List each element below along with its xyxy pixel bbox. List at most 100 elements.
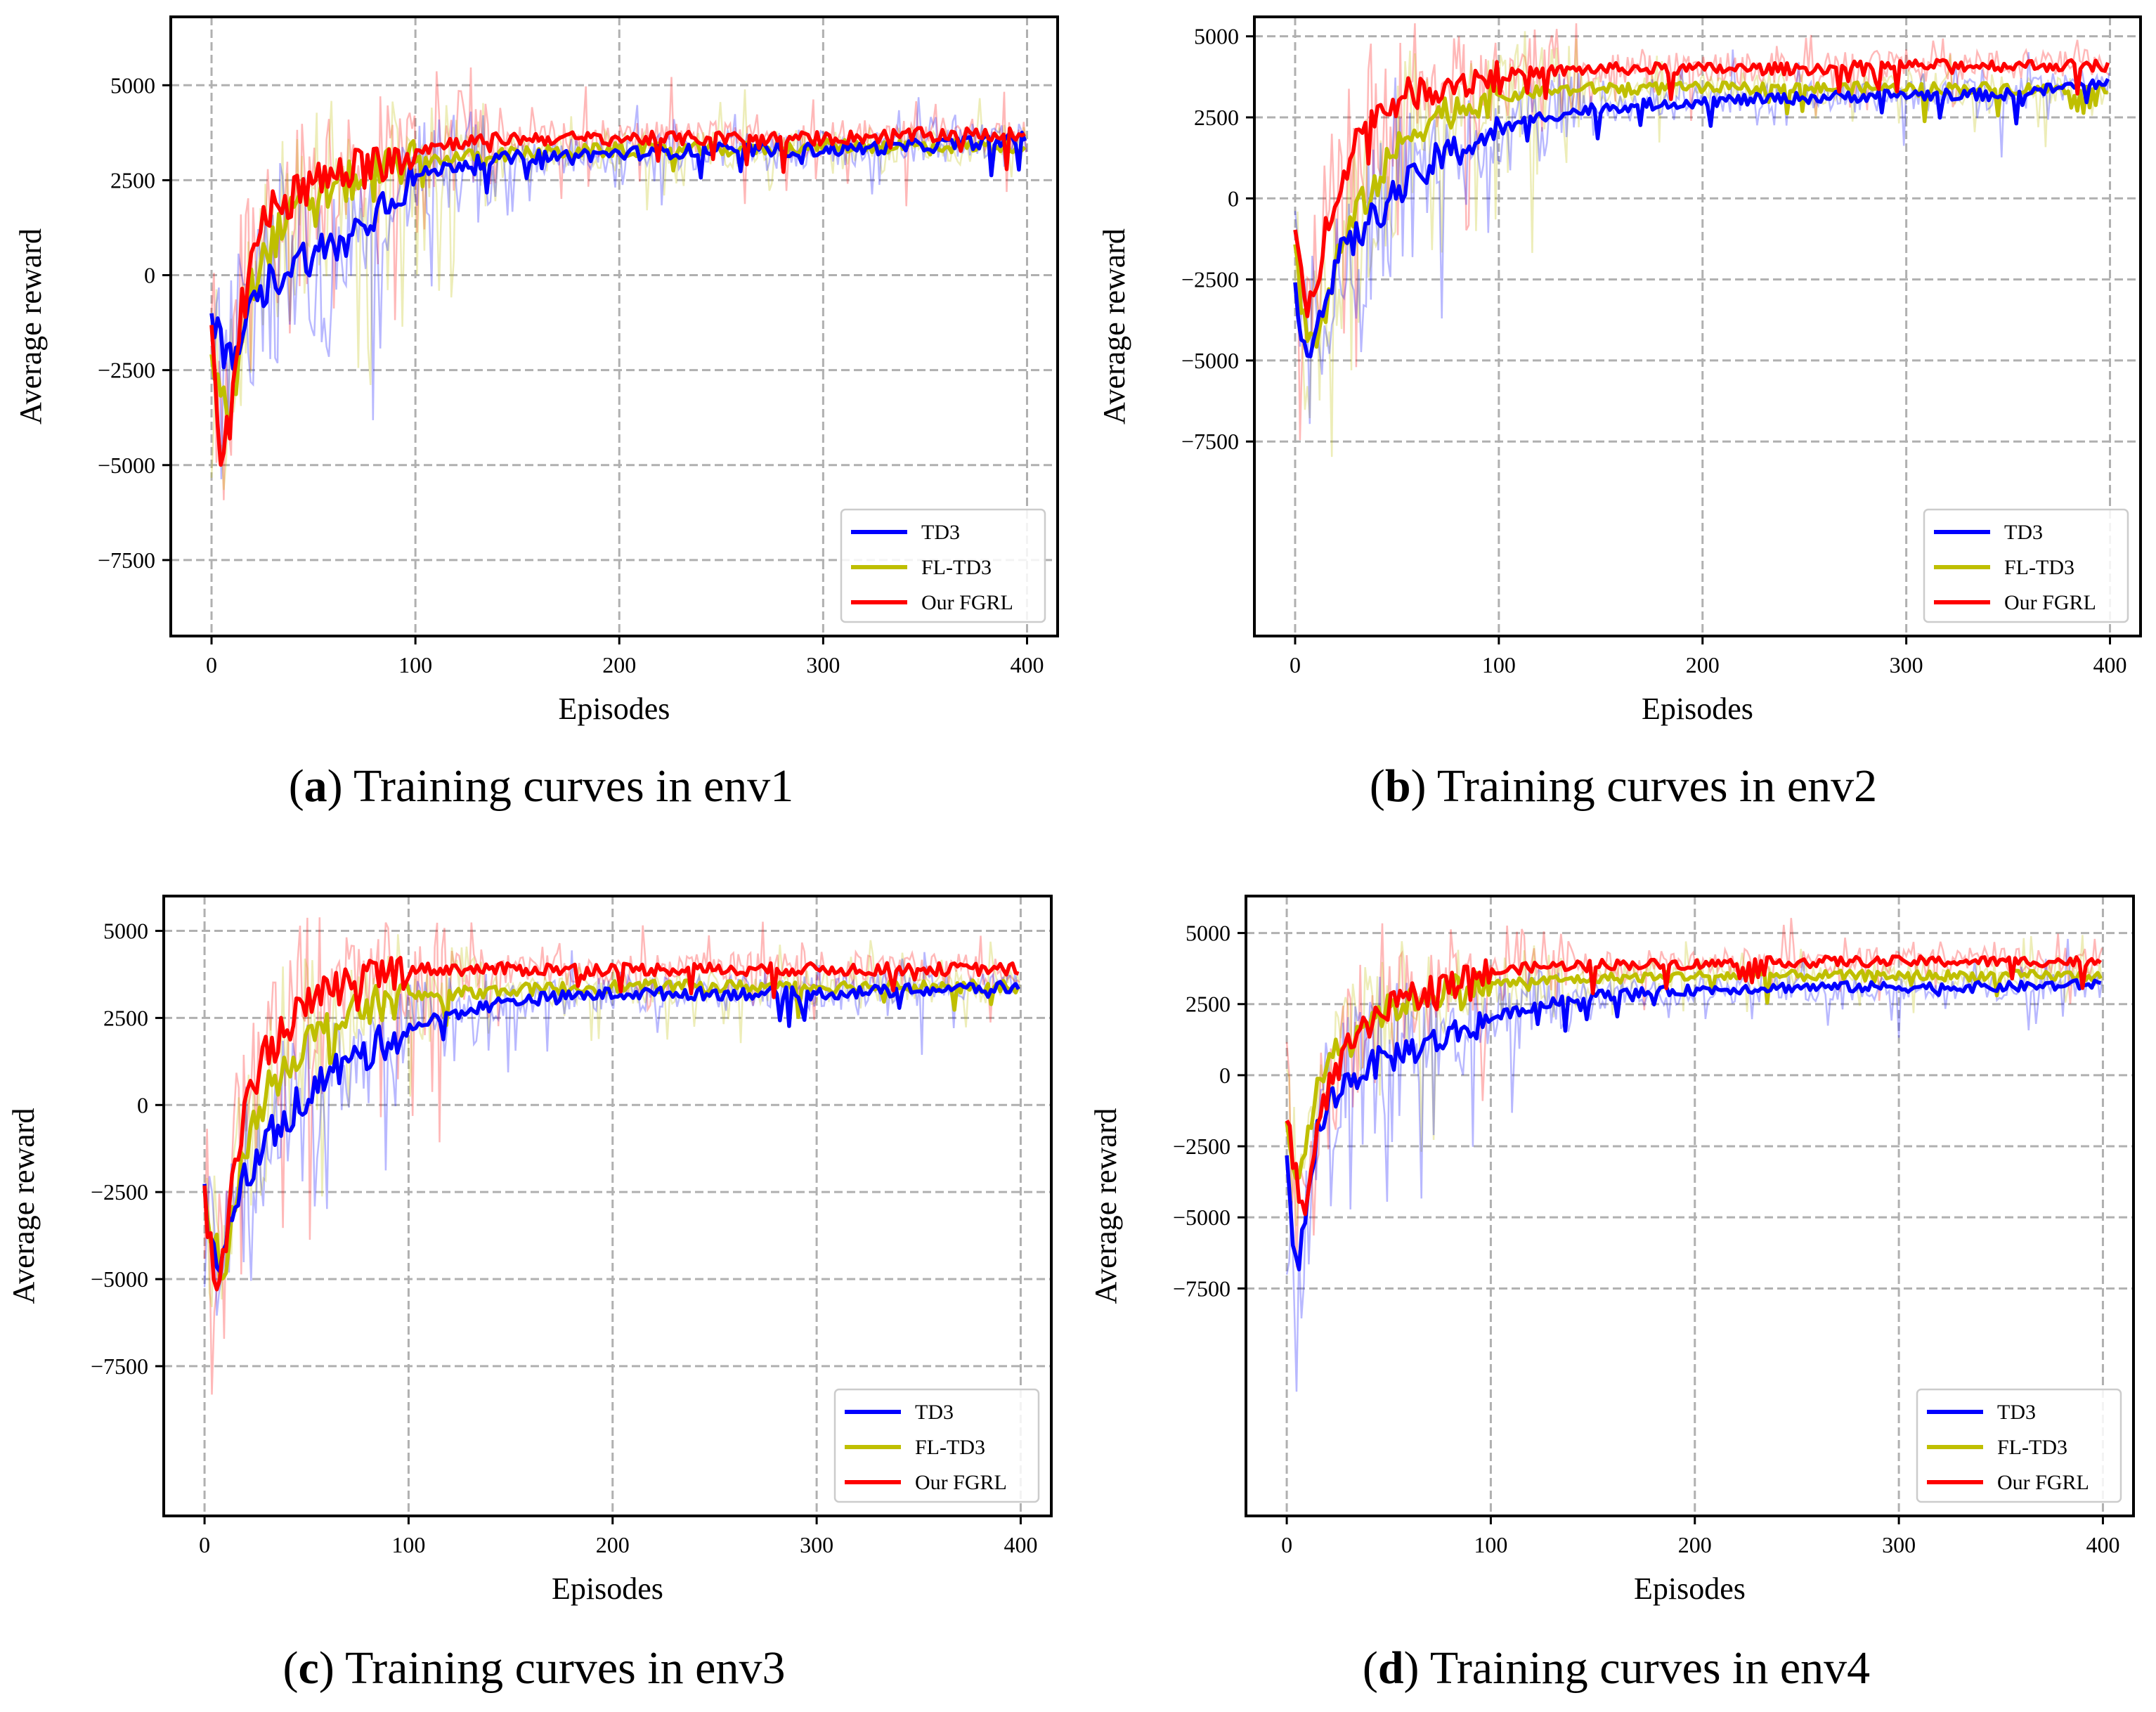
y-tick-label: 2500 bbox=[110, 167, 155, 193]
y-tick-label: 5000 bbox=[1194, 24, 1239, 49]
y-tick-label: 0 bbox=[137, 1092, 148, 1117]
y-axis-label: Average reward bbox=[1097, 228, 1131, 424]
caption-text: Training curves in env2 bbox=[1437, 760, 1877, 812]
x-tick-label: 200 bbox=[1678, 1532, 1712, 1557]
x-tick-label: 100 bbox=[1474, 1532, 1507, 1557]
caption-paren-open: ( bbox=[1370, 760, 1385, 812]
y-tick-label: −7500 bbox=[1181, 429, 1239, 454]
x-tick-label: 300 bbox=[806, 652, 840, 677]
series-line-our-fgrl bbox=[1293, 58, 2110, 318]
legend-label-our-fgrl: Our FGRL bbox=[1997, 1471, 2089, 1494]
legend: TD3 FL-TD3 Our FGRL bbox=[1916, 1388, 2122, 1503]
x-tick-label: 0 bbox=[1281, 1532, 1292, 1557]
caption-paren-close: ) bbox=[319, 1642, 345, 1694]
plot-area bbox=[202, 917, 1021, 1395]
chart-panel-a: 0 100 200 300 400 5000 2500 0 −2500 −5000 −7500 Epi… bbox=[13, 15, 1059, 812]
legend-label-our-fgrl: Our FGRL bbox=[921, 591, 1013, 614]
legend-box bbox=[833, 1388, 1040, 1503]
y-tick-label: −2500 bbox=[1173, 1134, 1230, 1159]
x-axis-label: Episodes bbox=[1642, 692, 1753, 726]
series-line-td3 bbox=[1293, 77, 2110, 358]
legend-label-fl-td3: FL-TD3 bbox=[1997, 1436, 2067, 1459]
caption-letter: a bbox=[304, 760, 327, 812]
chart-panel-c: 0 100 200 300 400 5000 2500 0 −2500 −5000 −7500 Epi… bbox=[6, 895, 1053, 1694]
y-tick-label: 0 bbox=[1228, 186, 1239, 211]
caption-paren-open: ( bbox=[283, 1642, 299, 1694]
caption-letter: d bbox=[1378, 1642, 1404, 1694]
axes-frame bbox=[162, 895, 1053, 1517]
axes-frame bbox=[1245, 895, 2135, 1517]
legend-label-fl-td3: FL-TD3 bbox=[915, 1436, 985, 1459]
x-tick-label: 300 bbox=[800, 1532, 833, 1557]
legend-label-our-fgrl: Our FGRL bbox=[2004, 591, 2096, 614]
y-tick-label: 5000 bbox=[103, 919, 148, 944]
caption-paren-open: ( bbox=[289, 760, 304, 812]
x-tick-label: 400 bbox=[2093, 652, 2127, 677]
y-tick-label: 5000 bbox=[110, 72, 155, 98]
x-tick-label: 100 bbox=[1482, 652, 1516, 677]
x-tick-label: 300 bbox=[1882, 1532, 1916, 1557]
series-line-our-fgrl bbox=[202, 956, 1020, 1292]
caption-paren-close: ) bbox=[1404, 1642, 1430, 1694]
x-tick-label: 200 bbox=[596, 1532, 630, 1557]
panel-caption: (a) Training curves in env1 bbox=[289, 760, 794, 812]
y-tick-label: −2500 bbox=[91, 1179, 148, 1205]
legend-box bbox=[1916, 1388, 2122, 1503]
series-line-fl-td3 bbox=[209, 137, 1027, 427]
chart-panel-d: 0 100 200 300 400 5000 2500 0 −2500 −5000 −7500 Epi… bbox=[1089, 895, 2135, 1694]
axes-frame bbox=[1253, 15, 2142, 637]
y-tick-label: 0 bbox=[144, 263, 155, 288]
x-axis-label: Episodes bbox=[1634, 1571, 1746, 1606]
x-tick-label: 400 bbox=[2086, 1532, 2119, 1557]
y-tick-label: 2500 bbox=[1186, 992, 1230, 1017]
caption-paren-open: ( bbox=[1363, 1642, 1378, 1694]
legend-label-fl-td3: FL-TD3 bbox=[2004, 556, 2074, 579]
x-tick-label: 400 bbox=[1010, 652, 1044, 677]
x-tick-label: 0 bbox=[199, 1532, 210, 1557]
y-tick-label: −2500 bbox=[1181, 267, 1239, 292]
y-axis-label: Average reward bbox=[13, 228, 48, 424]
caption-paren-close: ) bbox=[327, 760, 353, 812]
x-tick-label: 200 bbox=[602, 652, 636, 677]
legend-box bbox=[1923, 508, 2129, 623]
y-tick-label: 0 bbox=[1219, 1063, 1230, 1088]
series-line-fl-td3 bbox=[202, 978, 1020, 1280]
x-axis-label: Episodes bbox=[559, 692, 670, 726]
x-axis-label: Episodes bbox=[552, 1571, 663, 1606]
y-axis-label: Average reward bbox=[6, 1108, 41, 1304]
legend: TD3 FL-TD3 Our FGRL bbox=[833, 1388, 1040, 1503]
raw-trace-fl-td3 bbox=[1294, 31, 2110, 458]
x-tick-label: 0 bbox=[1290, 652, 1301, 677]
chart-panel-b: 0 100 200 300 400 5000 2500 0 −2500 −5000 −7500 Epi… bbox=[1097, 15, 2142, 812]
y-tick-label: −5000 bbox=[98, 453, 155, 478]
panel-caption: (c) Training curves in env3 bbox=[283, 1642, 786, 1694]
y-tick-label: −5000 bbox=[1173, 1205, 1230, 1230]
y-tick-label: −2500 bbox=[98, 358, 155, 383]
legend: TD3 FL-TD3 Our FGRL bbox=[1923, 508, 2129, 623]
legend: TD3 FL-TD3 Our FGRL bbox=[840, 508, 1046, 623]
caption-letter: b bbox=[1385, 760, 1411, 812]
x-tick-label: 0 bbox=[206, 652, 217, 677]
panel-caption: (b) Training curves in env2 bbox=[1370, 760, 1877, 812]
x-tick-label: 400 bbox=[1004, 1532, 1037, 1557]
y-axis-label: Average reward bbox=[1089, 1108, 1123, 1304]
y-tick-label: −7500 bbox=[91, 1354, 148, 1379]
x-tick-label: 100 bbox=[391, 1532, 425, 1557]
plot-area bbox=[1293, 23, 2110, 458]
caption-text: Training curves in env4 bbox=[1430, 1642, 1870, 1694]
series-line-td3 bbox=[1285, 978, 2102, 1272]
series-line-td3 bbox=[202, 980, 1020, 1273]
caption-paren-close: ) bbox=[1411, 760, 1437, 812]
series-line-our-fgrl bbox=[1285, 954, 2103, 1217]
y-tick-label: −5000 bbox=[1181, 348, 1239, 373]
legend-label-td3: TD3 bbox=[2004, 521, 2043, 544]
caption-text: Training curves in env1 bbox=[353, 760, 793, 812]
plot-area bbox=[1285, 918, 2103, 1392]
y-tick-label: 2500 bbox=[1194, 105, 1239, 130]
axes-frame bbox=[169, 15, 1059, 637]
caption-letter: c bbox=[299, 1642, 319, 1694]
x-tick-label: 100 bbox=[398, 652, 432, 677]
caption-text: Training curves in env3 bbox=[345, 1642, 785, 1694]
x-tick-label: 200 bbox=[1686, 652, 1720, 677]
